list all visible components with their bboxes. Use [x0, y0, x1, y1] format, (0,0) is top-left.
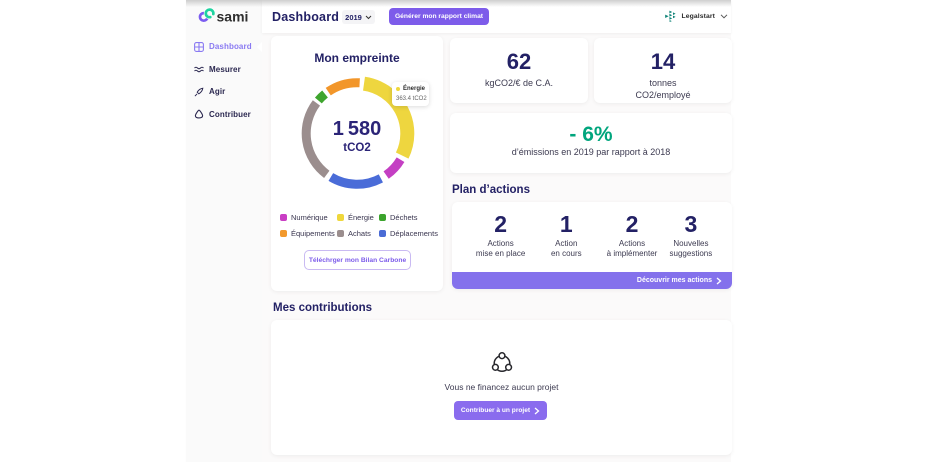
- svg-text:sami: sami: [217, 8, 249, 24]
